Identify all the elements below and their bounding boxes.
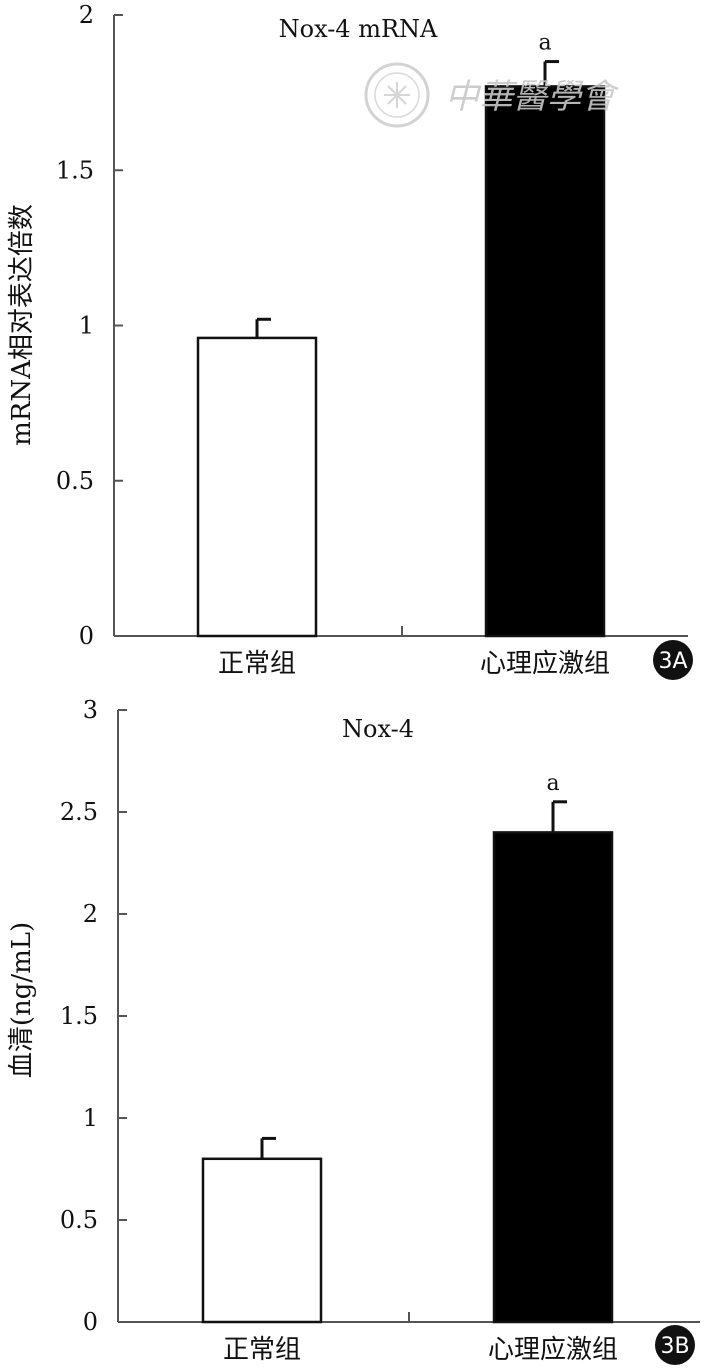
y-tick-label: 0 [79, 622, 94, 650]
axes: 0 0.5 1 1.5 2 [56, 1, 688, 650]
significance-label: a [538, 31, 551, 56]
x-tick-label: 心理应激组 [488, 1335, 618, 1365]
y-axis-label: mRNA相对表达倍数 [7, 204, 37, 446]
marks: 正常组 a 心理应激组 [201, 771, 618, 1365]
panel-3a: Nox-4 mRNA mRNA相对表达倍数 0 0.5 1 1.5 2 正常组 a 心理应激… [7, 1, 693, 680]
y-tick-label: 1 [83, 1104, 98, 1132]
y-tick-label: 2.5 [60, 798, 98, 826]
x-tick-label: 心理应激组 [480, 649, 610, 679]
watermark-text: 中華醫學會 [445, 77, 620, 117]
y-tick-label: 1 [79, 312, 94, 340]
chart-title: Nox-4 [342, 715, 414, 743]
panel-badge-label: 3A [658, 649, 687, 674]
marks: 正常组 a 心理应激组 [196, 31, 610, 679]
y-tick-label: 2 [83, 900, 98, 928]
y-tick-label: 0 [83, 1308, 98, 1336]
y-tick-label: 1.5 [60, 1002, 98, 1030]
x-tick-label: 正常组 [218, 649, 296, 679]
bar [492, 831, 614, 1324]
y-tick-label: 0.5 [60, 1206, 98, 1234]
panel-badge: 3A [653, 640, 693, 680]
bar [201, 1157, 323, 1324]
watermark: 中華醫學會 [364, 62, 620, 128]
bar [196, 336, 318, 638]
significance-label: a [546, 771, 559, 796]
y-axis-label: 血清(ng/mL) [7, 922, 37, 1078]
y-tick-label: 2 [79, 1, 94, 29]
y-tick-label: 1.5 [56, 156, 94, 184]
bar [484, 85, 606, 638]
panel-badge: 3B [655, 1325, 695, 1365]
y-tick-label: 3 [83, 696, 98, 724]
chart-title: Nox-4 mRNA [279, 15, 438, 43]
panel-3b: Nox-4 血清(ng/mL) 00.511.522.53 正常组a心理应激组 … [7, 696, 700, 1365]
y-tick-label: 0.5 [56, 467, 94, 495]
x-tick-label: 正常组 [223, 1335, 301, 1365]
seal-icon [364, 62, 430, 128]
panel-badge-label: 3B [660, 1334, 689, 1359]
